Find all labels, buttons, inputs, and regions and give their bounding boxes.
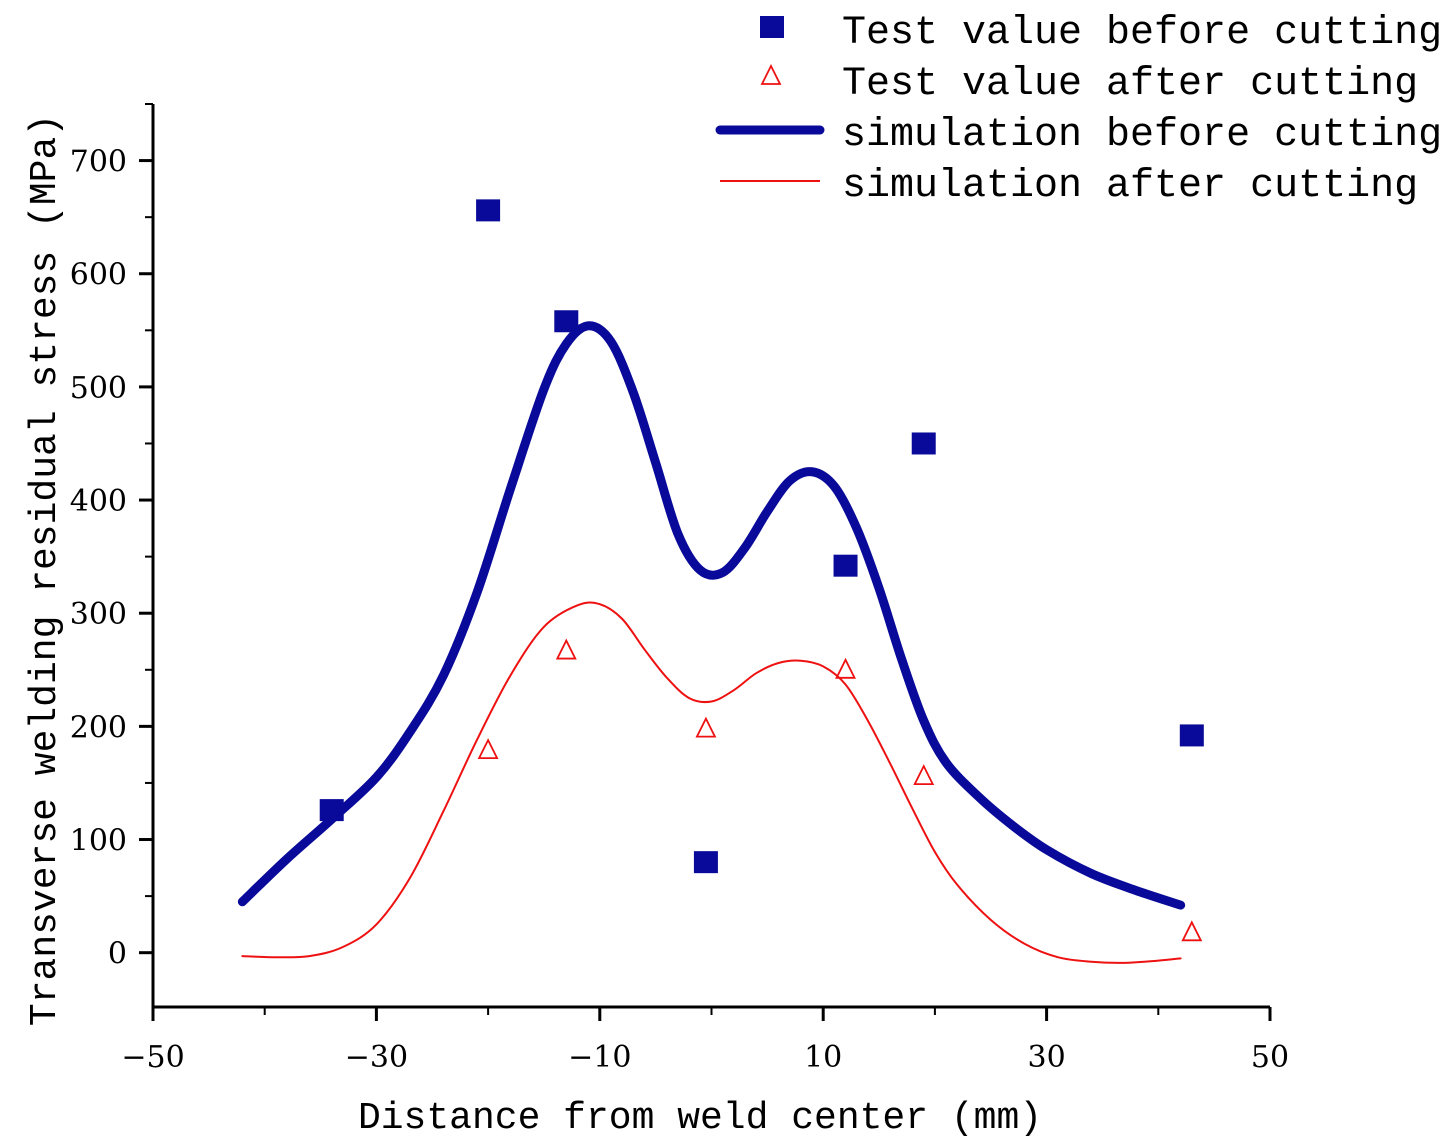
test-before-point — [554, 310, 579, 333]
legend-marker-square — [760, 16, 784, 38]
y-tick-label: 500 — [70, 371, 127, 406]
test-before-point — [911, 432, 936, 455]
test-before-point — [319, 799, 344, 822]
test-after-point — [695, 716, 717, 738]
test-after-point — [477, 738, 499, 760]
test-after-point — [913, 764, 935, 786]
y-axis-title: Transverse welding residual stress (MPa) — [24, 114, 67, 1026]
x-axis-title: Distance from weld center (mm) — [358, 1097, 1042, 1140]
x-tick-label: −30 — [345, 1040, 408, 1075]
test-after-point — [555, 638, 577, 660]
y-tick-label: 0 — [108, 937, 127, 972]
test-after-point — [1181, 920, 1203, 942]
test-before-point — [476, 199, 501, 222]
y-tick-label: 300 — [70, 597, 127, 632]
y-tick-label: 700 — [70, 145, 127, 180]
test-before-point — [833, 554, 858, 577]
legend: Test value before cutting Test value aft… — [715, 11, 1442, 209]
y-tick-label: 600 — [70, 258, 127, 293]
legend-label-after-test: Test value after cutting — [842, 62, 1418, 107]
x-tick-label: 10 — [804, 1040, 842, 1075]
x-tick-label: −50 — [121, 1040, 184, 1075]
legend-label-before-sim: simulation before cutting — [842, 113, 1442, 158]
legend-marker-triangle — [760, 63, 782, 85]
test-after-point — [835, 657, 856, 679]
y-tick-label: 400 — [70, 484, 127, 519]
series-lines — [237, 321, 1186, 964]
y-tick-label: 100 — [70, 824, 127, 859]
legend-label-after-sim: simulation after cutting — [842, 164, 1418, 209]
sim-after-line — [241, 601, 1182, 964]
series-markers — [319, 199, 1204, 942]
x-tick-label: −10 — [568, 1040, 631, 1075]
x-ticks: −50 −30 −10 10 30 50 — [121, 1007, 1289, 1075]
y-ticks: 0 100 200 300 400 500 600 700 — [70, 103, 153, 972]
y-tick-label: 200 — [70, 710, 127, 745]
x-tick-label: 50 — [1251, 1040, 1289, 1075]
x-tick-label: 30 — [1028, 1040, 1066, 1075]
test-before-point — [693, 851, 718, 874]
sim-before-line — [237, 321, 1186, 910]
test-before-point — [1179, 724, 1204, 747]
legend-label-before-test: Test value before cutting — [842, 11, 1442, 56]
